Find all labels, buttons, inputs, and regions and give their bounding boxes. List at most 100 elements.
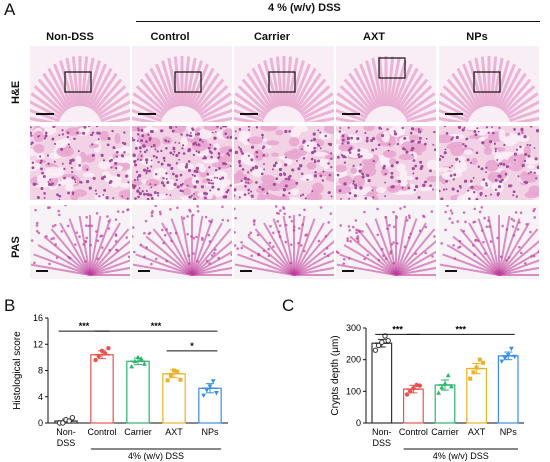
data-point — [372, 347, 379, 353]
column-title-carrier: Carrier — [253, 31, 291, 43]
data-point — [96, 353, 102, 359]
significance-label: * — [190, 341, 194, 351]
x-tick-label: Control — [87, 427, 116, 437]
bar-control — [90, 354, 114, 424]
x-tick-label: Control — [399, 427, 428, 437]
y-tick-label: 4 — [38, 392, 43, 402]
data-point — [408, 389, 413, 394]
data-point — [93, 357, 98, 363]
data-point — [138, 356, 144, 361]
bar-carrier — [126, 360, 150, 424]
panel-letter-a: A — [4, 0, 16, 19]
micrograph-pas-carrier — [234, 205, 334, 279]
x-tick-label: Non- — [56, 427, 76, 437]
micrograph-pas-non-dss — [30, 205, 130, 279]
micrograph-he-zoom-nps — [439, 126, 539, 200]
micrograph-he-zoom-carrier — [234, 126, 334, 200]
dss-header: 4 % (w/v) DSS — [268, 2, 341, 14]
column-title-non-dss: Non-DSS — [46, 31, 94, 43]
data-point — [499, 359, 505, 364]
bar-non-dss — [371, 342, 393, 424]
data-point — [509, 346, 514, 352]
data-point — [172, 368, 176, 373]
data-point — [207, 384, 213, 389]
x-tick-label: AXT — [165, 427, 183, 437]
y-tick-label: 0 — [38, 418, 43, 428]
data-point — [165, 378, 170, 383]
micrograph-he-overview-axt — [336, 46, 436, 122]
micrograph-he-zoom-axt — [336, 126, 436, 200]
data-point — [512, 354, 517, 360]
y-tick-label: 8 — [38, 366, 43, 376]
x-tick-label: AXT — [468, 427, 486, 437]
data-point — [471, 370, 476, 375]
micrograph-he-overview-carrier — [234, 46, 334, 122]
data-point — [436, 390, 441, 395]
data-point — [477, 357, 482, 362]
y-tick-label: 300 — [346, 323, 361, 333]
data-point — [404, 392, 410, 397]
data-point — [417, 383, 422, 388]
data-point — [385, 337, 391, 344]
data-point — [449, 383, 454, 389]
data-point — [210, 379, 216, 384]
x-tick-label: NPs — [500, 427, 518, 437]
x-tick-label: Carrier — [431, 427, 459, 437]
data-point — [505, 353, 511, 358]
micrograph-he-zoom-control — [132, 126, 232, 200]
y-tick-label: 100 — [346, 386, 361, 396]
data-point — [106, 345, 111, 351]
x-tick-label: Carrier — [124, 427, 152, 437]
bar-nps — [198, 387, 222, 424]
row-label-pas: PAS — [10, 236, 22, 258]
column-title-axt: AXT — [363, 31, 385, 43]
y-tick-label: 0 — [356, 418, 361, 428]
y-axis-label: Crypts depth (μm) — [330, 335, 341, 415]
data-point — [66, 418, 72, 424]
data-point — [445, 372, 451, 378]
data-point — [178, 377, 183, 382]
micrograph-pas-control — [132, 205, 232, 279]
data-point — [135, 354, 141, 360]
data-point — [142, 361, 147, 366]
x-tick-label: NPs — [201, 427, 219, 437]
data-point — [129, 363, 134, 369]
micrograph-he-overview-nps — [439, 46, 539, 122]
data-point — [204, 388, 210, 393]
group-label: 4% (w/v) DSS — [128, 451, 184, 461]
data-point — [474, 365, 479, 370]
x-tick-label: DSS — [57, 438, 76, 448]
data-point — [168, 373, 173, 378]
y-axis-label: Histological score — [12, 331, 23, 410]
data-point — [411, 385, 416, 391]
data-point — [69, 415, 76, 421]
micrograph-he-overview-control — [132, 46, 232, 122]
panel-letter-c: C — [282, 296, 295, 315]
x-tick-label: Non- — [372, 427, 392, 437]
data-point — [99, 348, 105, 354]
data-point — [201, 393, 206, 399]
column-title-control: Control — [150, 31, 190, 43]
data-point — [442, 380, 448, 386]
bar-carrier — [434, 384, 456, 424]
crypts-depth-chart: 0 100 200 300 Crypts depth (μm) Non-DSS Contro… — [330, 323, 524, 461]
micrograph-pas-axt — [336, 205, 436, 279]
micrograph-he-zoom-non-dss — [30, 126, 130, 200]
y-tick-label: 12 — [33, 339, 43, 349]
bar-nps — [497, 355, 519, 424]
data-point — [439, 384, 445, 390]
column-title-nps: NPs — [466, 31, 488, 43]
data-point — [214, 391, 219, 396]
data-point — [132, 358, 138, 364]
panel-letter-b: B — [4, 296, 16, 315]
significance-label: *** — [456, 324, 467, 334]
group-label: 4% (w/v) DSS — [433, 451, 489, 461]
data-point — [502, 356, 508, 361]
micrograph-pas-nps — [439, 205, 539, 279]
data-point — [60, 420, 66, 426]
data-point — [481, 360, 485, 365]
data-point — [375, 342, 382, 349]
significance-label: *** — [392, 324, 403, 334]
dss-header-line — [136, 21, 540, 22]
data-point — [468, 376, 473, 381]
